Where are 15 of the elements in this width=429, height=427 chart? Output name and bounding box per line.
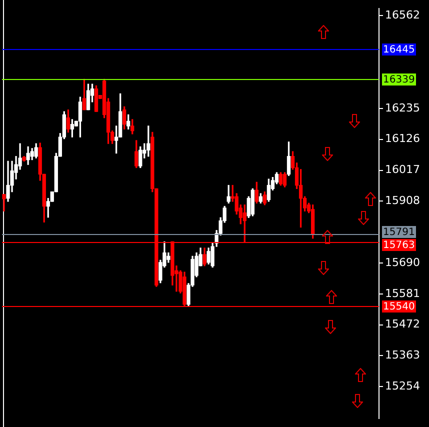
y-tick-label: 15908 xyxy=(385,194,420,208)
y-tick-label: 15472 xyxy=(385,318,420,331)
y-tick-label: 15363 xyxy=(385,348,420,362)
y-tick-label: 15254 xyxy=(385,379,420,392)
ref-line-label: 15540 xyxy=(383,302,415,313)
ref-line-label: 15791 xyxy=(383,227,415,238)
ref-line-label: 16445 xyxy=(383,44,415,56)
y-tick-label: 15690 xyxy=(385,256,420,269)
y-tick-label: 16562 xyxy=(385,8,420,22)
ref-line-label: 15763 xyxy=(383,240,415,252)
y-tick-label: 16126 xyxy=(385,132,420,146)
y-tick-label: 16017 xyxy=(385,163,420,176)
ref-line-label: 16339 xyxy=(383,74,415,86)
y-tick-label: 16235 xyxy=(385,101,420,114)
y-tick-label: 15581 xyxy=(385,286,420,300)
